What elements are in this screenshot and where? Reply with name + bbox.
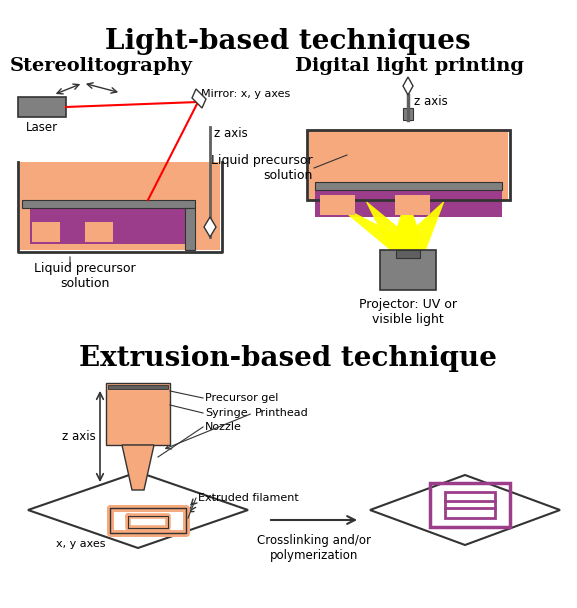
Text: z axis: z axis [62,429,96,443]
Text: x, y axes: x, y axes [56,539,106,549]
Polygon shape [390,200,426,250]
Text: z axis: z axis [414,95,448,108]
Bar [445,492,495,518]
Bar [30,208,185,244]
Bar [309,130,508,200]
Polygon shape [390,200,426,250]
Polygon shape [192,89,206,108]
Text: Liquid precursor
solution: Liquid precursor solution [211,154,313,182]
Polygon shape [390,200,445,250]
Bar [85,222,113,242]
Bar [315,182,502,190]
Text: Extrusion-based technique: Extrusion-based technique [79,345,497,372]
Bar [396,250,420,258]
Bar [380,250,436,290]
Polygon shape [122,445,154,490]
Text: Projector: UV or
visible light: Projector: UV or visible light [359,298,457,326]
Bar [430,483,510,527]
Text: Mirror: x, y axes: Mirror: x, y axes [201,89,290,99]
Polygon shape [204,217,216,237]
Bar [32,222,60,242]
Bar [108,385,168,389]
Text: Light-based techniques: Light-based techniques [105,28,471,55]
Polygon shape [28,472,248,548]
Bar [18,97,66,117]
Text: Printhead: Printhead [255,408,309,418]
Text: Syringe: Syringe [205,408,248,418]
Bar [20,162,220,250]
Polygon shape [330,200,426,250]
Text: Liquid precursor
solution: Liquid precursor solution [34,262,136,290]
Bar [315,182,502,217]
Bar [106,383,170,445]
Bar [307,130,510,200]
Bar [22,200,195,208]
Polygon shape [403,77,413,95]
Bar [185,208,195,250]
Text: Laser: Laser [26,121,58,134]
Text: Extruded filament: Extruded filament [198,493,299,503]
Text: Stereolitography: Stereolitography [10,57,193,75]
Polygon shape [370,475,560,545]
Text: Digital light printing: Digital light printing [295,57,524,75]
Text: z axis: z axis [214,127,248,140]
Bar [403,108,413,120]
Polygon shape [365,200,426,250]
Text: Precursor gel: Precursor gel [205,393,278,403]
Text: Crosslinking and/or
polymerization: Crosslinking and/or polymerization [257,534,371,562]
Bar [320,195,355,215]
Text: Nozzle: Nozzle [205,422,242,432]
Bar [395,195,430,215]
